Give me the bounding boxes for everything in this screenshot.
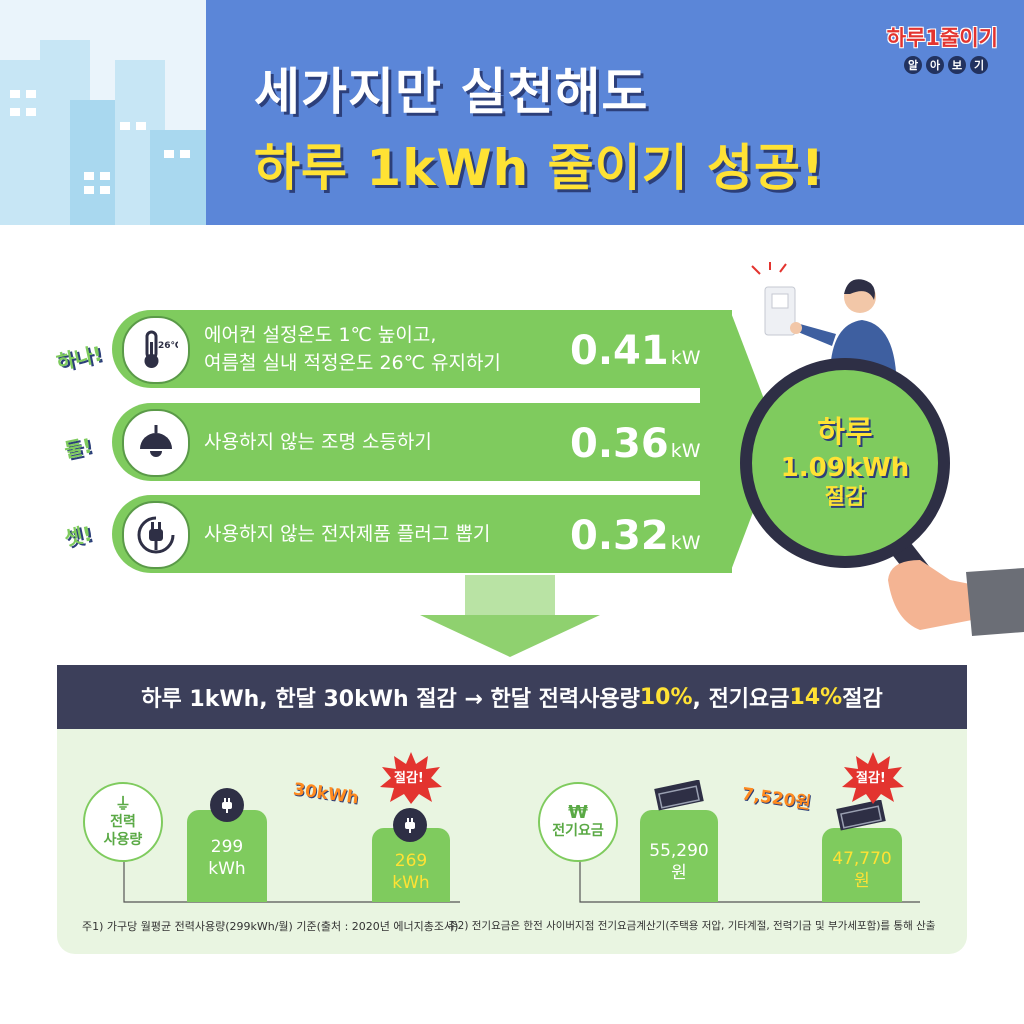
bill-label: 전기요금 bbox=[552, 823, 604, 839]
tip-3-label: 셋! bbox=[62, 521, 95, 551]
burst-icon bbox=[380, 752, 442, 804]
tip-3-value: 0.32 kWh bbox=[570, 513, 713, 559]
logo-subtitle: 알 아 보 기 bbox=[904, 56, 988, 74]
tip-1-value-number: 0.41 bbox=[570, 328, 669, 374]
plug-icon bbox=[210, 788, 244, 822]
tip-3-value-number: 0.32 bbox=[570, 513, 669, 559]
thermometer-icon-text: 26℃ bbox=[158, 341, 178, 351]
lens-line1: 하루 bbox=[817, 415, 873, 451]
campaign-logo: 하루1줄이기 알 아 보 기 bbox=[868, 22, 998, 82]
arrow-to-lens bbox=[700, 310, 780, 573]
tip-3-card: 사용하지 않는 전자제품 플러그 뽑기 0.32 kWh bbox=[112, 495, 732, 573]
won-icon: ₩ bbox=[568, 802, 588, 823]
tip-2-value-number: 0.36 bbox=[570, 421, 669, 467]
power-after-value: 269 bbox=[394, 851, 428, 871]
power-usage-badge: ⏚ 전력 사용량 bbox=[83, 782, 163, 862]
city-illustration bbox=[0, 0, 206, 225]
bill-burst-text: 절감! bbox=[856, 771, 886, 786]
tip-2-line1: 사용하지 않는 조명 소등하기 bbox=[204, 431, 432, 453]
banner-part3: 절감 bbox=[842, 687, 883, 712]
power-before-value: 299 bbox=[210, 837, 244, 857]
lamp-icon bbox=[122, 409, 190, 477]
down-arrow bbox=[420, 575, 600, 657]
savings-lens: 하루 1.09kWh 절감 bbox=[740, 358, 950, 568]
power-burst-text: 절감! bbox=[394, 771, 424, 786]
thermometer-icon: 26℃ bbox=[122, 316, 190, 384]
bill-after-value: 47,770 bbox=[832, 849, 892, 869]
power-before-bar: 299 kWh bbox=[187, 810, 267, 902]
power-label-1: 전력 bbox=[110, 814, 136, 830]
plug-icon bbox=[393, 808, 427, 842]
banner-part2: , 전기요금 bbox=[692, 687, 790, 712]
logo-text: 하루1줄이기 bbox=[886, 26, 998, 50]
logo-chip: 보 bbox=[948, 56, 966, 74]
banknote-icon bbox=[654, 780, 704, 811]
footnote-1: 주1) 가구당 월평균 전력사용량(299kWh/월) 기준(출처 : 2020… bbox=[82, 920, 459, 933]
tip-1-line1: 에어컨 설정온도 1℃ 높이고, bbox=[204, 324, 437, 346]
banner-part1: 하루 1kWh, 한달 30kWh 절감 → 한달 전력사용량 bbox=[141, 687, 640, 712]
bill-after-bar: 47,770 원 bbox=[822, 828, 902, 902]
plug-small-icon: ⏚ bbox=[114, 794, 131, 813]
tip-1-label: 하나! bbox=[54, 341, 105, 375]
person-illustration bbox=[751, 262, 896, 372]
tip-1-value: 0.41 kWh bbox=[570, 328, 713, 374]
logo-chip: 기 bbox=[970, 56, 988, 74]
header-banner: 세가지만 실천해도 하루 1kWh 줄이기 성공! 하루1줄이기 알 아 보 기 bbox=[206, 0, 1024, 225]
tip-1-line2: 여름철 실내 적정온도 26℃ 유지하기 bbox=[204, 352, 501, 374]
title-line-2: 하루 1kWh 줄이기 성공! bbox=[254, 139, 825, 197]
comparison-baselines bbox=[123, 860, 920, 903]
tip-2-label: 둘! bbox=[62, 433, 95, 463]
bill-before-unit: 원 bbox=[671, 863, 687, 883]
summary-banner: 하루 1kWh, 한달 30kWh 절감 → 한달 전력사용량 10% , 전기… bbox=[57, 665, 967, 729]
plug-icon bbox=[122, 501, 190, 569]
power-label-2: 사용량 bbox=[103, 832, 143, 848]
lens-line3: 절감 bbox=[824, 485, 866, 511]
power-before-unit: kWh bbox=[208, 859, 246, 879]
footnote-2: 주2) 전기요금은 한전 사이버지점 전기요금계산기(주택용 저압, 기타계절,… bbox=[448, 920, 936, 932]
logo-chip: 알 bbox=[904, 56, 922, 74]
tip-2-value: 0.36 kWh bbox=[570, 421, 713, 467]
banner-highlight-2: 14% bbox=[789, 684, 843, 710]
bill-before-value: 55,290 bbox=[649, 841, 709, 861]
tip-3-line1: 사용하지 않는 전자제품 플러그 뽑기 bbox=[204, 523, 491, 545]
burst-icon bbox=[842, 752, 904, 804]
tip-1-card: 26℃ 에어컨 설정온도 1℃ 높이고, 여름철 실내 적정온도 26℃ 유지하… bbox=[112, 310, 732, 388]
power-after-unit: kWh bbox=[392, 873, 430, 893]
banner-highlight-1: 10% bbox=[639, 684, 693, 710]
bill-before-bar: 55,290 원 bbox=[640, 810, 718, 902]
bill-badge: ₩ 전기요금 bbox=[538, 782, 618, 862]
title-line-1: 세가지만 실천해도 bbox=[254, 63, 649, 121]
tip-2-card: 사용하지 않는 조명 소등하기 0.36 kWh bbox=[112, 403, 732, 481]
banknote-icon bbox=[836, 800, 886, 831]
lens-line2: 1.09kWh bbox=[780, 452, 910, 483]
logo-chip: 아 bbox=[926, 56, 944, 74]
bill-after-unit: 원 bbox=[854, 871, 870, 891]
